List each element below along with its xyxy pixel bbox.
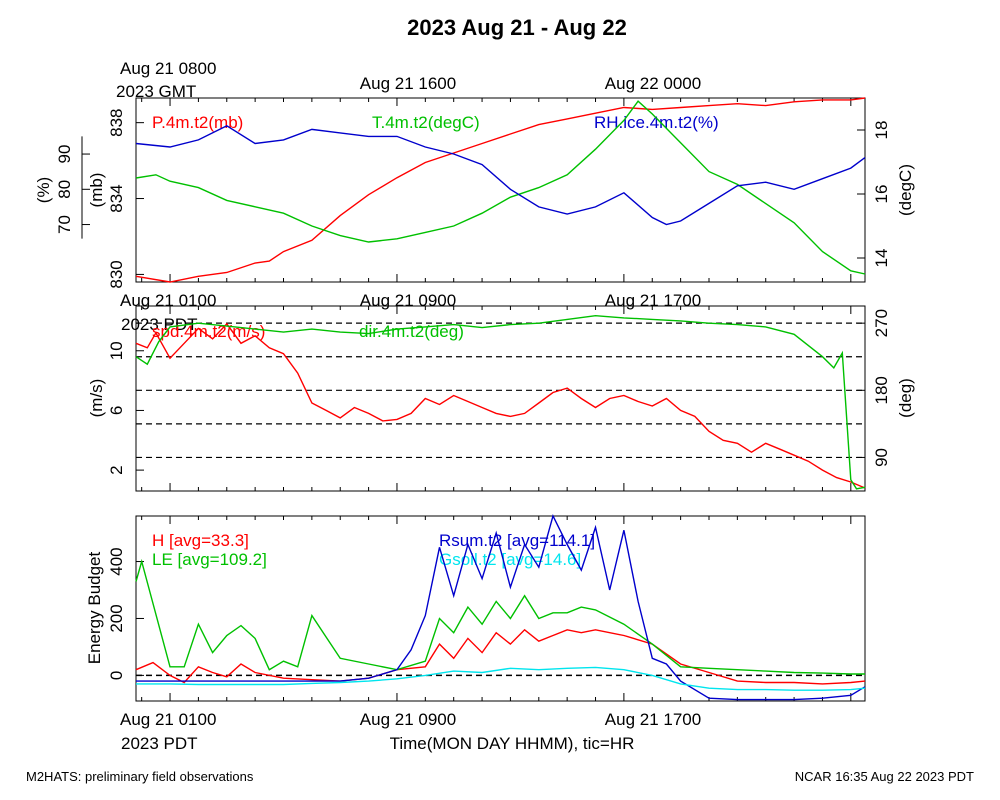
top-rh-tick-label: 70 [55,215,74,234]
top-series-rh [135,124,866,226]
top-temp-axis-label: (degC) [896,164,915,216]
top-rh-tick-label: 80 [55,180,74,199]
top-temp-tick-label: 16 [872,185,891,204]
middle-spd-tick-label: 10 [107,341,126,360]
top-series-temp [135,100,866,275]
top-rh-axis-label: (%) [34,177,53,203]
top-legend-rh: RH.ice.4m.t2(%) [594,113,719,132]
bottom-legend-h: H [avg=33.3] [152,531,249,550]
top-time-label-2: Aug 22 0000 [605,74,701,93]
top-temp-tick-label: 18 [872,121,891,140]
bottom-time-label-1: Aug 21 0900 [360,710,456,729]
middle-spd-tick-label: 6 [107,406,126,415]
bottom-y-axis-label: Energy Budget [85,551,104,664]
middle-series-dir [135,314,866,490]
bottom-x-axis-label: Time(MON DAY HHMM), tic=HR [390,734,635,753]
middle-time-label-2: Aug 21 1700 [605,291,701,310]
top-rh-tick-label: 90 [55,145,74,164]
bottom-legend-gsoil: Gsoil.t2 [avg=14.6] [439,550,581,569]
top-pres-tick-label: 838 [107,108,126,136]
top-legend-temperature: T.4m.t2(degC) [372,113,480,132]
top-time-label-1: Aug 21 1600 [360,74,456,93]
top-panel-frame [135,97,866,283]
bottom-time-label-2: Aug 21 1700 [605,710,701,729]
bottom-series-gsoil [136,666,866,691]
top-series-pres [135,97,866,283]
chart-layer: 70 80 90 830 834 838 14 16 18 2 6 10 90 180 270 0 200 400 [55,97,891,701]
bottom-energy-tick-label: 400 [107,547,126,575]
bottom-panel-frame [135,515,866,702]
top-pres-tick-label: 830 [107,260,126,288]
middle-spd-tick-label: 2 [107,465,126,474]
top-temp-tick-label: 14 [872,249,891,268]
footer-right: NCAR 16:35 Aug 22 2023 PDT [795,769,974,784]
middle-dir-tick-label: 90 [872,448,891,467]
footer-left: M2HATS: preliminary field observations [26,769,254,784]
middle-legend-direction: dir.4m.t2(deg) [359,322,464,341]
bottom-series-h [135,628,866,685]
top-pres-tick-label: 834 [107,184,126,212]
bottom-legend-le: LE [avg=109.2] [152,550,267,569]
top-zone-label: 2023 GMT [116,82,196,101]
middle-series-spd [135,322,866,489]
bottom-energy-tick-label: 200 [107,604,126,632]
bottom-series-le [135,558,865,675]
middle-dir-tick-label: 180 [872,376,891,404]
middle-zone-label: 2023 PDT [121,315,198,334]
middle-time-label-1: Aug 21 0900 [360,291,456,310]
bottom-legend-rsum: Rsum.t2 [avg=114.1] [439,531,595,550]
middle-panel-frame [135,305,866,492]
middle-speed-axis-label: (m/s) [87,379,106,418]
middle-time-label-0: Aug 21 0100 [120,291,216,310]
top-time-label-0: Aug 21 0800 [120,59,216,78]
middle-direction-axis-label: (deg) [896,378,915,418]
bottom-zone-label: 2023 PDT [121,734,198,753]
middle-dir-tick-label: 270 [872,309,891,337]
bottom-energy-tick-label: 0 [107,671,126,680]
bottom-time-label-0: Aug 21 0100 [120,710,216,729]
top-legend-pressure: P.4m.t2(mb) [152,113,243,132]
bottom-series-rsum [136,514,866,701]
top-pressure-axis-label: (mb) [87,173,106,208]
figure-title: 2023 Aug 21 - Aug 22 [407,15,627,40]
